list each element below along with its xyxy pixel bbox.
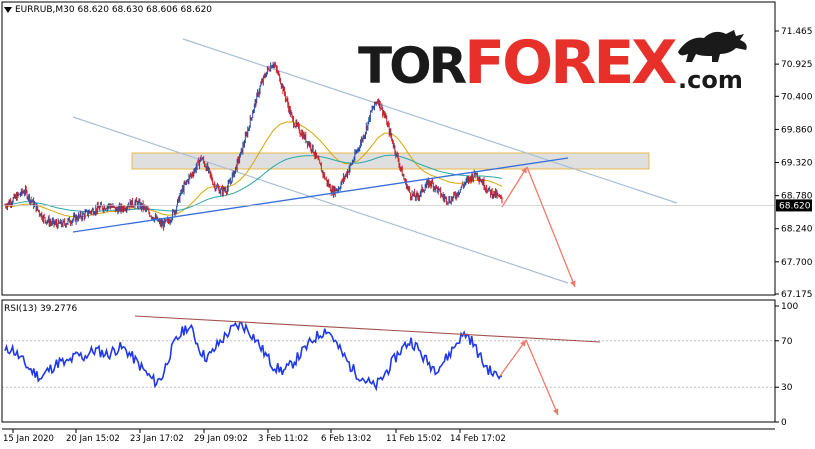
price-header: EURRUB,M30 68.620 68.630 68.606 68.620 [4, 5, 212, 15]
x-tick-label: 14 Feb 17:02 [450, 434, 506, 444]
price-y-tick-label: 70.925 [781, 60, 813, 70]
x-tick-label: 20 Jan 15:02 [66, 434, 120, 444]
price-header-text: EURRUB,M30 68.620 68.630 68.606 68.620 [15, 5, 213, 15]
price-y-tick-label: 71.465 [781, 27, 813, 37]
rsi-forecast-arrow-down [525, 339, 559, 416]
x-tick-label: 6 Feb 13:02 [321, 434, 371, 444]
channel-lower-line [72, 116, 569, 284]
brand-logo: TORFOREX .com [358, 28, 758, 98]
rsi-line [4, 321, 503, 392]
moving-average-line [5, 121, 503, 218]
forecast-arrow-up [501, 166, 528, 208]
price-y-tick-label: 68.780 [781, 192, 813, 202]
logo-text-tor: TOR [358, 37, 467, 95]
header-icon [4, 6, 12, 13]
bull-icon [678, 30, 747, 62]
price-y-tick-label: 69.320 [781, 159, 813, 169]
rsi-y-tick-label: 100 [781, 302, 798, 312]
price-y-tick-label: 68.240 [781, 225, 813, 235]
rsi-forecast-arrow-up [499, 339, 527, 377]
rsi-y-tick-label: 30 [781, 383, 793, 393]
x-tick-label: 15 Jan 2020 [3, 434, 54, 444]
rsi-y-tick-label: 0 [781, 418, 787, 428]
logo-text-forex: FOREX [464, 28, 677, 98]
current-price-label: 68.620 [779, 201, 811, 211]
price-frame [1, 1, 776, 296]
rsi-trendline [134, 315, 601, 343]
support-trendline [72, 157, 569, 233]
rsi-header: RSI(13) 39.2776 [4, 304, 77, 314]
logo-text-com: .com [678, 66, 743, 94]
rsi-y-tick-label: 70 [781, 337, 793, 347]
channel-upper-line [182, 38, 678, 204]
rsi-frame [1, 299, 776, 423]
rsi-title: RSI(13) 39.2776 [4, 304, 78, 314]
price-y-tick-label: 67.175 [781, 290, 813, 300]
forecast-arrow-down [526, 166, 576, 288]
current-price-box [776, 199, 812, 212]
x-tick-label: 11 Feb 15:02 [386, 434, 442, 444]
price-y-tick-label: 67.700 [781, 258, 813, 268]
x-tick-label: 23 Jan 17:02 [130, 434, 184, 444]
x-tick-label: 3 Feb 11:02 [258, 434, 308, 444]
x-tick-label: 29 Jan 09:02 [194, 434, 248, 444]
price-y-tick-label: 70.400 [781, 92, 813, 102]
price-y-tick-label: 69.860 [781, 125, 813, 135]
